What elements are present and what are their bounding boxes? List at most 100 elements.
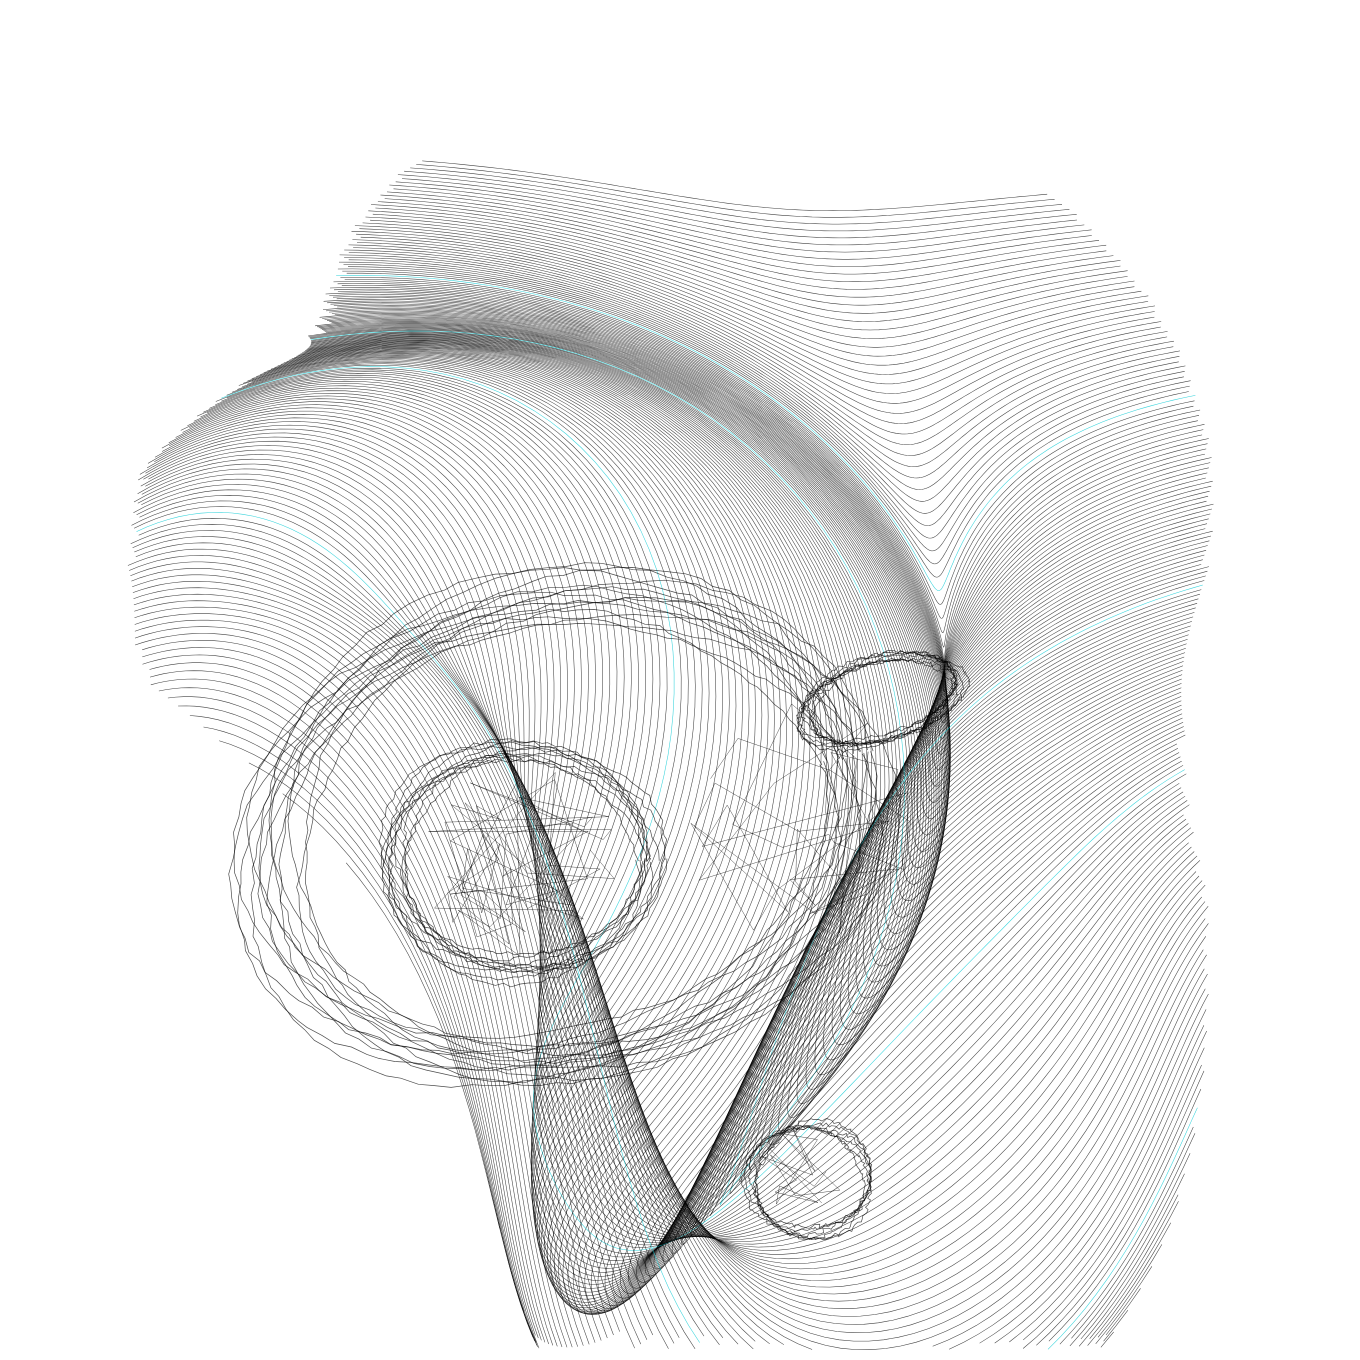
contour-line xyxy=(315,319,1213,1046)
contour-line xyxy=(149,662,546,1343)
contour-line xyxy=(319,313,1214,951)
contour-line xyxy=(348,259,1179,502)
contour-line xyxy=(200,383,1187,1238)
contour-line xyxy=(150,678,539,1339)
contour-line xyxy=(321,323,1207,1104)
vortex-line xyxy=(270,614,839,1064)
contour-line xyxy=(238,357,1186,1277)
contour-line xyxy=(129,555,1172,1346)
vortex-line xyxy=(268,601,878,1084)
contour-line xyxy=(132,574,1141,1336)
contour-line xyxy=(309,336,1192,1277)
contour-line xyxy=(316,320,1212,1061)
contour-line xyxy=(337,283,1200,648)
contour-line xyxy=(131,568,1153,1344)
contour-line xyxy=(133,593,596,1343)
contour-line xyxy=(134,606,584,1346)
contour-line xyxy=(352,239,1162,414)
contour-line xyxy=(154,414,1203,1270)
contour-line xyxy=(141,478,1205,1344)
vortex-line xyxy=(233,579,856,1081)
contour-line xyxy=(132,581,1129,1342)
contour-line xyxy=(348,244,1168,435)
vortex-line xyxy=(296,608,839,1039)
vortex-line xyxy=(404,753,648,962)
scribble-line xyxy=(428,771,615,957)
contour-line xyxy=(368,210,1128,322)
contour-line xyxy=(309,335,1194,1270)
contour-line xyxy=(138,518,1194,1350)
contour-line xyxy=(354,225,1149,366)
contour-line xyxy=(322,314,1212,967)
contour-line xyxy=(132,530,1191,1347)
scribble-line xyxy=(690,703,910,933)
contour-line xyxy=(196,378,1190,1238)
contour-line xyxy=(296,342,1184,1313)
contour-line xyxy=(339,254,1181,479)
contour-line xyxy=(372,213,1128,331)
contour-line xyxy=(189,715,535,1342)
contour-line xyxy=(133,484,1207,1350)
vortex-line xyxy=(799,651,971,753)
contour-line xyxy=(310,330,1203,1206)
contour-line xyxy=(310,334,1196,1254)
contour-line xyxy=(422,160,1048,211)
contour-line xyxy=(168,407,1197,1260)
contour-line xyxy=(333,281,1201,633)
contour-line xyxy=(329,317,1208,1015)
contour-line xyxy=(147,417,1206,1275)
contour-line xyxy=(136,512,1198,1350)
vortex-line xyxy=(743,1122,872,1240)
contour-line xyxy=(247,359,1179,1269)
contour-line xyxy=(344,249,1174,456)
contour-line xyxy=(187,387,1192,1239)
contour-line xyxy=(255,352,1183,1293)
vortex-line xyxy=(402,755,652,969)
contour-line xyxy=(336,297,1205,771)
contour-line xyxy=(362,222,1142,357)
contour-line xyxy=(340,277,1195,605)
contour-line xyxy=(180,390,1194,1241)
contour-line xyxy=(389,184,1092,260)
contour-line xyxy=(333,303,1208,836)
contour-line xyxy=(393,188,1092,267)
contour-line xyxy=(337,305,1206,852)
scribble-line xyxy=(762,1129,841,1205)
contour-line xyxy=(243,355,1185,1281)
contour-line xyxy=(310,329,1205,1194)
contour-line xyxy=(193,385,1189,1238)
vortex-line xyxy=(747,1125,873,1240)
contour-line xyxy=(318,321,1210,1076)
contour-line xyxy=(189,393,1189,1242)
contour-line xyxy=(215,367,1187,1248)
contour-line xyxy=(336,275,1196,591)
contour-line xyxy=(149,670,542,1341)
vortex-line xyxy=(806,657,958,748)
contour-line xyxy=(410,167,1063,225)
contour-line xyxy=(289,344,1183,1315)
contour-line xyxy=(282,793,525,1312)
contour-line xyxy=(300,341,1186,1309)
vortex-line xyxy=(266,584,862,1055)
contour-line xyxy=(130,561,1163,1349)
vortex-line xyxy=(258,597,829,1056)
vortex-line xyxy=(237,562,885,1071)
contour-line xyxy=(298,341,1185,1312)
vortex-line xyxy=(305,616,849,1053)
scribble-lines xyxy=(428,703,910,1205)
contour-line xyxy=(344,279,1194,619)
contour-line xyxy=(342,270,1190,565)
contour-line xyxy=(320,322,1208,1090)
contour-line xyxy=(209,374,1186,1240)
hatch-lines xyxy=(127,160,1214,1350)
contour-line xyxy=(347,266,1184,539)
contour-line xyxy=(311,332,1200,1227)
contour-line xyxy=(309,329,1206,1183)
contour-line xyxy=(325,307,1212,885)
contour-line xyxy=(356,233,1155,394)
contour-line xyxy=(142,640,558,1347)
vortex-line xyxy=(393,758,648,973)
contour-line xyxy=(221,366,1185,1251)
contour-line xyxy=(154,421,1203,1281)
